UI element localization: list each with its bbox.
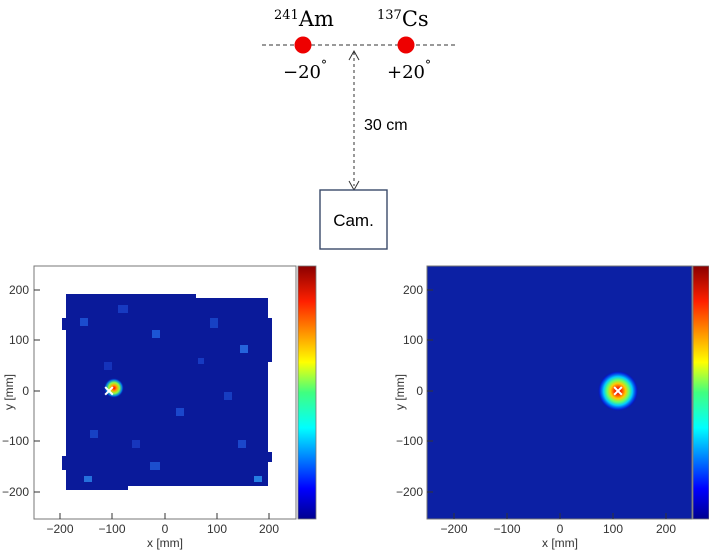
x-axis-ticks-left [59, 513, 270, 519]
hotspot-right [598, 371, 638, 411]
cs137-mass-number: 137 [377, 8, 402, 23]
source-marker-right: ✕ [612, 383, 624, 399]
y-tick-label: 0 [22, 384, 29, 398]
y-axis-label-right: y [mm] [393, 374, 407, 410]
noise-patches-left [80, 305, 262, 482]
am241-angle: −20 [283, 62, 321, 83]
y-tick-label: −200 [2, 485, 29, 499]
y-tick-label: −100 [396, 434, 423, 448]
x-tick-label: 200 [656, 522, 676, 536]
camera-label: Cam. [333, 211, 374, 230]
y-axis-ticks-right [427, 289, 433, 493]
am241-element: Am [298, 7, 334, 31]
am241-source-dot [294, 36, 312, 54]
y-tick-label: 0 [416, 384, 423, 398]
x-tick-label: 100 [603, 522, 623, 536]
x-tick-label: −100 [493, 522, 520, 536]
cs137-angle: +20 [387, 62, 425, 83]
colorbar-left [297, 265, 317, 520]
cs137-label: 137Cs [377, 7, 429, 31]
am241-mass-number: 241 [274, 8, 299, 23]
am241-degree: ° [321, 58, 327, 72]
heatmap-left: ✕ 200 100 0 −100 −200 −200 −100 0 100 20… [2, 265, 317, 550]
camera-box [319, 189, 388, 250]
distance-arrow-head-top [348, 49, 360, 61]
y-tick-label: 200 [9, 283, 29, 297]
y-tick-label: 200 [403, 283, 423, 297]
am241-angle-label: −20° [283, 58, 327, 83]
source-marker-left: ✕ [103, 383, 115, 399]
x-tick-label: 100 [207, 522, 227, 536]
x-tick-label: −100 [98, 522, 125, 536]
colorbar-right [692, 265, 709, 520]
x-tick-label: 200 [259, 522, 279, 536]
setup-schematic: 241Am 137Cs −20° +20° 30 cm Cam. [262, 7, 455, 250]
hotspot-left [104, 378, 124, 398]
x-axis-label-right: x [mm] [542, 536, 578, 550]
y-axis-label-left: y [mm] [2, 374, 16, 410]
y-tick-label: −100 [2, 434, 29, 448]
distance-label: 30 cm [364, 117, 408, 134]
cs137-angle-label: +20° [387, 58, 431, 83]
y-tick-label: −200 [396, 485, 423, 499]
data-region-right [428, 267, 691, 518]
x-tick-label: −200 [440, 522, 467, 536]
x-tick-label: 0 [162, 522, 169, 536]
cs137-element: Cs [402, 7, 429, 31]
x-tick-label: −200 [46, 522, 73, 536]
x-tick-label: 0 [557, 522, 564, 536]
y-axis-ticks-left [34, 289, 40, 493]
cs137-source-dot [397, 36, 415, 54]
heatmap-right: ✕ 200 100 0 −100 −200 −200 −100 0 100 20… [393, 265, 709, 550]
am241-label: 241Am [274, 7, 334, 31]
x-axis-label-left: x [mm] [147, 536, 183, 550]
y-tick-label: 100 [403, 333, 423, 347]
x-axis-ticks-right [453, 513, 667, 519]
cs137-degree: ° [425, 58, 431, 72]
data-region-left [62, 294, 272, 490]
y-tick-label: 100 [9, 333, 29, 347]
